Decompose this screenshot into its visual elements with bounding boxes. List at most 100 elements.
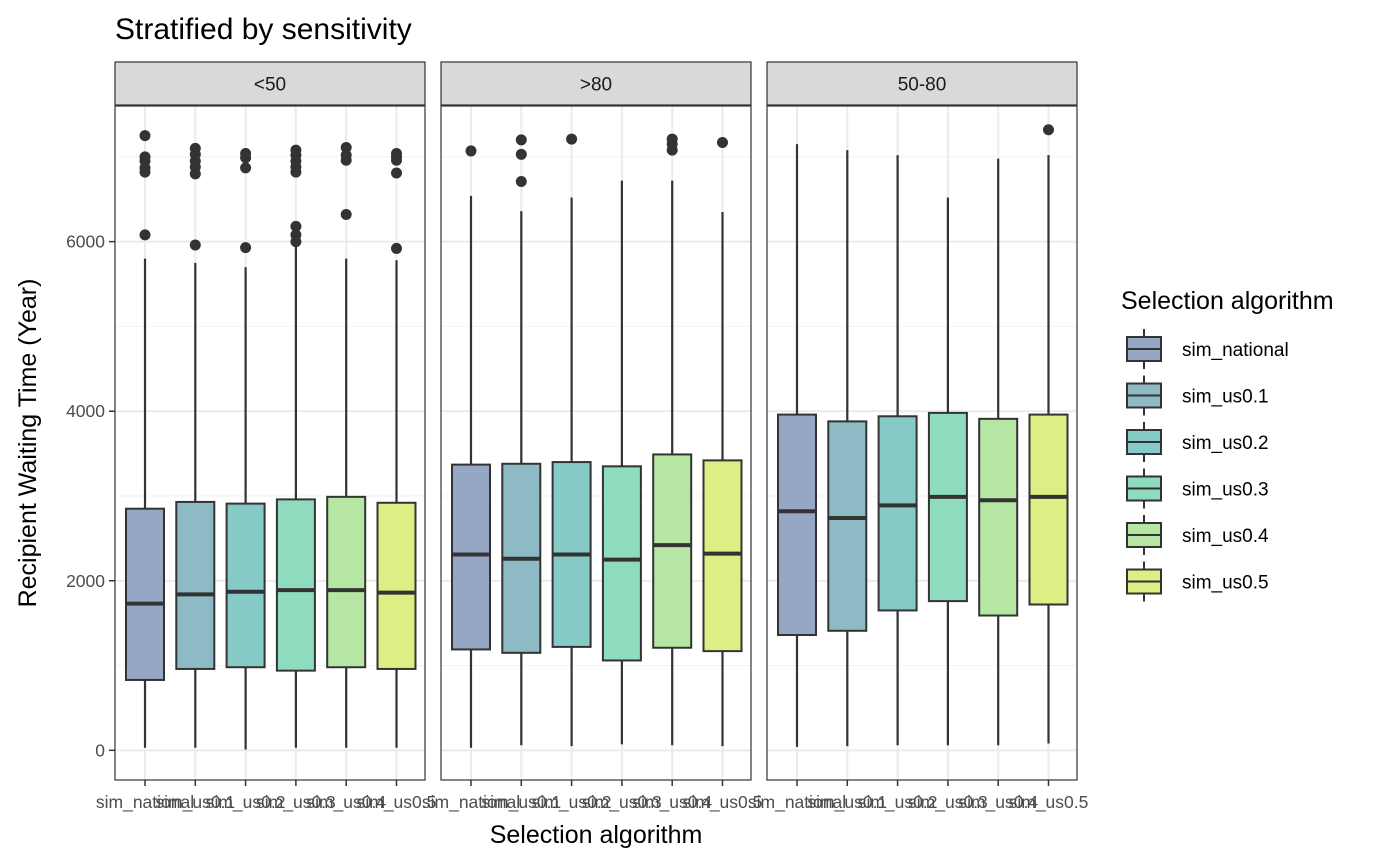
outlier-point: [139, 229, 151, 241]
x-tick-label: sim_national: [96, 792, 194, 813]
outlier-point: [717, 136, 728, 148]
x-tick-label: sim_us0.1: [481, 792, 561, 813]
box-iqr: [275, 498, 316, 672]
box-iqr: [175, 500, 216, 670]
x-tick-label: sim_us0.5: [683, 792, 763, 813]
box-sim_national: [777, 144, 817, 747]
box-sim_us0.4: [326, 142, 367, 748]
outlier-point: [391, 167, 402, 179]
outlier-point: [240, 242, 252, 254]
facet-background: [441, 106, 751, 780]
outlier-point: [340, 209, 352, 221]
box-sim_us0.4: [652, 133, 693, 746]
box-sim_us0.2: [551, 133, 592, 747]
outlier-point: [290, 220, 302, 232]
outlier-point: [666, 133, 678, 145]
box-sim_us0.2: [225, 147, 266, 750]
outlier-point: [515, 175, 527, 187]
outlier-point: [240, 147, 252, 159]
outlier-point: [340, 149, 352, 161]
box-sim_us0.5: [1028, 124, 1069, 744]
box-iqr: [927, 411, 968, 603]
x-tick-label: sim_national: [422, 792, 520, 813]
y-tick-label: 2000: [66, 571, 105, 591]
x-axis-title: Selection algorithm: [490, 821, 703, 849]
box-sim_us0.4: [978, 158, 1019, 746]
legend-title: Selection algorithm: [1121, 287, 1334, 315]
box-iqr: [652, 453, 693, 649]
facet-panels: <50sim_nationalsim_us0.1sim_us0.2sim_us0…: [96, 61, 1089, 813]
legend-entry-label: sim_us0.2: [1182, 433, 1269, 454]
outlier-point: [189, 239, 201, 251]
box-sim_us0.5: [376, 147, 417, 748]
legend-entry-label: sim_us0.5: [1182, 573, 1269, 594]
outlier-point: [515, 148, 527, 160]
box-iqr: [827, 420, 868, 632]
legend-entry-label: sim_us0.1: [1182, 387, 1269, 408]
box-sim_us0.3: [601, 180, 642, 745]
x-tick-label: sim_us0.2: [858, 792, 938, 813]
legend-entry: sim_us0.5: [1126, 561, 1269, 602]
facet-background: [767, 106, 1077, 780]
outlier-point: [139, 151, 151, 163]
x-tick-label: sim_us0.4: [632, 792, 712, 813]
legend-entry: sim_national: [1126, 329, 1289, 369]
outlier-point: [290, 229, 302, 241]
y-tick-label: 4000: [66, 401, 105, 421]
x-tick-label: sim_us0.4: [306, 792, 386, 813]
box-iqr: [451, 463, 491, 651]
y-tick-label: 6000: [66, 232, 105, 252]
x-tick-label: sim_us0.2: [206, 792, 286, 813]
outlier-point: [566, 133, 578, 145]
box-iqr: [601, 465, 642, 662]
chart-title: Stratified by sensitivity: [115, 13, 412, 46]
box-sim_us0.1: [827, 150, 868, 747]
facet-strip: [440, 61, 752, 106]
box-sim_us0.2: [877, 155, 918, 746]
facet-panel: >80sim_nationalsim_us0.1sim_us0.2sim_us0…: [422, 61, 763, 813]
outlier-point: [189, 142, 201, 154]
x-tick-label: sim_us0.3: [908, 792, 988, 813]
box-sim_national: [451, 145, 491, 748]
legend-entry-label: sim_us0.3: [1182, 480, 1269, 501]
box-sim_us0.3: [927, 197, 968, 746]
box-iqr: [777, 413, 817, 637]
box-iqr: [125, 507, 165, 681]
legend-entry-label: sim_national: [1182, 340, 1289, 361]
outlier-point: [391, 242, 402, 254]
outlier-point: [139, 130, 151, 142]
facet-border: [114, 105, 426, 781]
box-iqr: [225, 502, 266, 669]
y-axis: 0 2000 4000 6000: [66, 232, 115, 760]
box-sim_us0.1: [175, 142, 216, 748]
facet-strip: [766, 61, 1078, 106]
box-sim_us0.1: [501, 134, 542, 746]
x-tick-label: sim_us0.5: [1009, 792, 1089, 813]
outlier-point: [290, 144, 302, 156]
facet-background: [115, 106, 425, 780]
box-iqr: [326, 495, 367, 669]
facet-panel: 50-80sim_nationalsim_us0.1sim_us0.2sim_u…: [748, 61, 1089, 813]
x-tick-label: sim_us0.1: [155, 792, 235, 813]
outlier-point: [340, 142, 352, 154]
box-iqr: [877, 415, 918, 612]
legend-entry: sim_us0.4: [1126, 515, 1269, 555]
x-tick-label: sim_national: [748, 792, 846, 813]
outlier-point: [240, 162, 252, 174]
box-iqr: [376, 501, 417, 670]
outlier-point: [515, 134, 527, 146]
y-tick-label: 0: [95, 740, 105, 760]
facet-strip: [114, 61, 426, 106]
x-tick-label: sim_us0.1: [807, 792, 887, 813]
box-sim_national: [125, 130, 165, 748]
x-tick-label: sim_us0.4: [958, 792, 1038, 813]
box-iqr: [978, 417, 1019, 617]
box-sim_us0.3: [275, 144, 316, 748]
legend-entry: sim_us0.3: [1126, 468, 1269, 509]
x-tick-label: sim_us0.3: [256, 792, 336, 813]
facet-strip-label: <50: [254, 75, 286, 96]
x-tick-label: sim_us0.5: [357, 792, 437, 813]
box-sim_us0.5: [702, 136, 743, 747]
legend-entry: sim_us0.1: [1126, 375, 1269, 416]
